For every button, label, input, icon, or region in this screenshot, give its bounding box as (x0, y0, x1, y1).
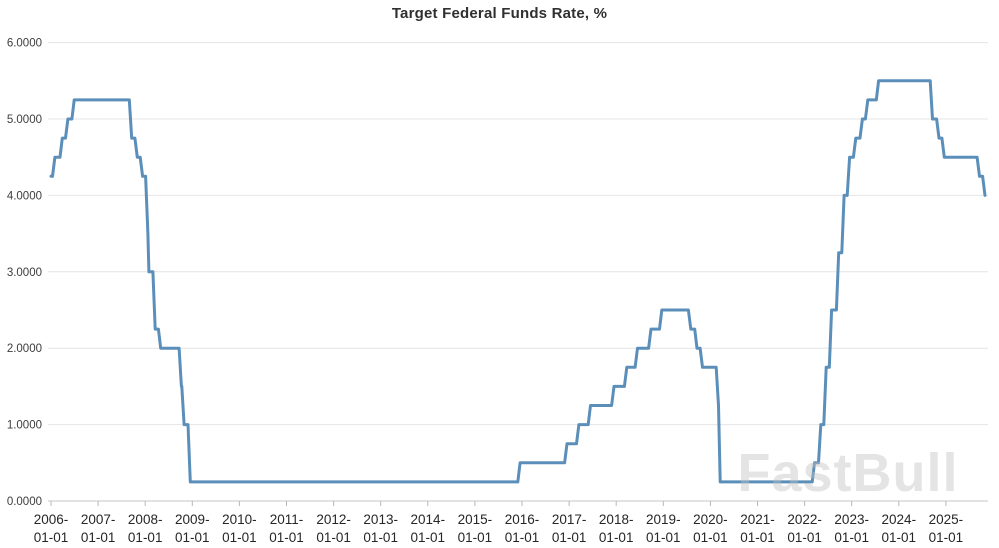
y-tick-label: 1.0000 (7, 420, 42, 432)
x-tick-label: 2020- (693, 512, 728, 527)
x-tick-label: 01-01 (929, 530, 964, 545)
x-tick-label: 01-01 (646, 530, 681, 545)
x-tick-label: 2007- (81, 512, 116, 527)
chart-title: Target Federal Funds Rate, % (391, 5, 608, 22)
x-tick-label: 01-01 (175, 530, 210, 545)
x-tick-label: 01-01 (834, 530, 869, 545)
x-tick-label: 01-01 (740, 530, 775, 545)
x-tick-label: 2021- (740, 512, 775, 527)
y-tick-label: 6.0000 (7, 38, 42, 50)
x-tick-label: 01-01 (458, 530, 493, 545)
x-tick-label: 2013- (363, 512, 398, 527)
x-tick-label: 2015- (458, 512, 493, 527)
y-tick-label: 3.0000 (7, 267, 42, 279)
x-tick-label: 01-01 (693, 530, 728, 545)
x-tick-label: 2011- (270, 512, 304, 527)
x-tick-label: 2022- (787, 512, 822, 527)
rate-line (49, 79, 987, 484)
x-tick-label: 2010- (222, 512, 257, 527)
x-tick-label: 2006- (34, 512, 69, 527)
y-tick-label: 4.0000 (7, 190, 42, 202)
x-tick-label: 2016- (505, 512, 540, 527)
x-tick-label: 01-01 (599, 530, 634, 545)
x-tick-label: 2017- (552, 512, 587, 527)
x-tick-label: 2023- (834, 512, 869, 527)
y-tick-label: 2.0000 (7, 343, 42, 355)
x-tick-label: 01-01 (34, 530, 69, 545)
x-tick-label: 2019- (646, 512, 681, 527)
x-tick-label: 2014- (411, 512, 446, 527)
x-tick-label: 2009- (175, 512, 210, 527)
x-tick-label: 01-01 (316, 530, 351, 545)
x-tick-label: 01-01 (269, 530, 304, 545)
x-tick-label: 2018- (599, 512, 634, 527)
x-tick-label: 01-01 (552, 530, 587, 545)
x-tick-label: 01-01 (505, 530, 540, 545)
x-tick-label: 2012- (316, 512, 351, 527)
x-tick-label: 01-01 (411, 530, 446, 545)
x-tick-label: 01-01 (81, 530, 116, 545)
x-tick-label: 2025- (929, 512, 964, 527)
x-tick-label: 01-01 (882, 530, 917, 545)
x-tick-label: 01-01 (222, 530, 257, 545)
y-tick-label: 5.0000 (7, 114, 42, 126)
x-tick-label: 2024- (882, 512, 917, 527)
x-tick-label: 01-01 (128, 530, 163, 545)
x-tick-label: 01-01 (787, 530, 822, 545)
x-tick-label: 01-01 (363, 530, 398, 545)
x-tick-label: 2008- (128, 512, 163, 527)
y-tick-label: 0.0000 (7, 496, 42, 508)
